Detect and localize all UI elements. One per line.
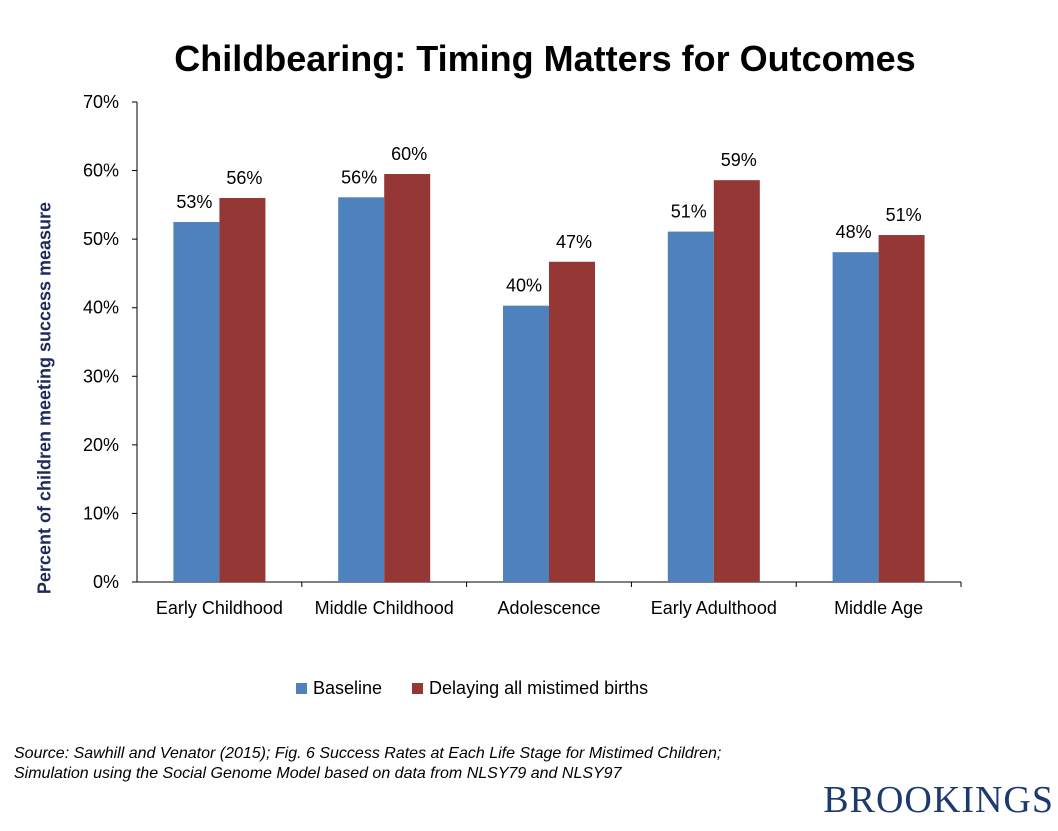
data-label: 48% [836, 222, 872, 242]
legend-swatch-delaying [412, 683, 424, 694]
data-label: 59% [721, 150, 757, 170]
bar-baseline [338, 197, 385, 583]
x-tick-label: Early Adulthood [651, 598, 777, 618]
bar-baseline [173, 222, 220, 582]
y-tick-label: 20% [83, 435, 119, 455]
bar-baseline [503, 305, 549, 582]
x-tick-label: Early Childhood [156, 598, 283, 618]
y-tick-label: 70% [83, 92, 119, 112]
source-note: Source: Sawhill and Venator (2015); Fig.… [14, 745, 722, 782]
x-tick-label: Middle Childhood [315, 598, 454, 618]
data-label: 51% [886, 205, 922, 225]
y-axis-label: Percent of children meeting success meas… [34, 201, 55, 595]
bar-baseline [832, 252, 879, 582]
legend-label-baseline: Baseline [313, 678, 383, 698]
x-tick-label: Middle Age [834, 598, 923, 618]
legend-item-delaying: Delaying all mistimed births [412, 678, 648, 699]
y-tick-label: 10% [83, 503, 119, 523]
legend: Baseline Delaying all mistimed births [296, 678, 678, 699]
y-tick-label: 30% [83, 366, 119, 386]
data-label: 40% [506, 276, 542, 296]
bar-delaying [878, 235, 925, 582]
legend-swatch-baseline [296, 683, 307, 694]
bar-delaying [713, 180, 760, 582]
y-tick-label: 0% [93, 572, 119, 592]
data-label: 56% [341, 167, 377, 187]
y-tick-label: 60% [83, 161, 119, 181]
legend-item-baseline: Baseline [296, 678, 382, 699]
y-tick-label: 50% [83, 229, 119, 249]
data-label: 51% [671, 202, 707, 222]
y-tick-label: 40% [83, 298, 119, 318]
chart-title: Childbearing: Timing Matters for Outcome… [174, 38, 916, 79]
legend-label-delaying: Delaying all mistimed births [429, 678, 649, 698]
bar-baseline [667, 231, 714, 582]
data-label: 47% [556, 232, 592, 252]
data-label: 60% [391, 144, 427, 164]
data-label: 56% [226, 168, 262, 188]
brookings-logo: BROOKINGS [823, 779, 1054, 821]
bar-delaying [384, 174, 431, 582]
x-tick-label: Adolescence [497, 598, 600, 618]
bar-delaying [549, 261, 595, 582]
bar-delaying [219, 198, 266, 582]
data-label: 53% [176, 192, 212, 212]
